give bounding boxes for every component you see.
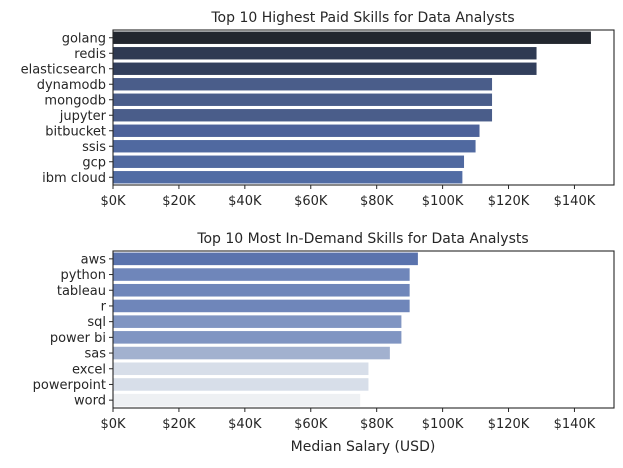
x-tick-label: $60K: [294, 417, 328, 432]
x-tick-label: $100K: [422, 194, 464, 209]
bar-r: [113, 299, 410, 313]
bar-aws: [113, 252, 418, 266]
y-tick-label: dynamodb: [37, 78, 106, 93]
bar-elasticsearch: [113, 62, 537, 75]
x-tick-label: $0K: [100, 417, 126, 432]
y-tick-label: tableau: [57, 284, 106, 299]
y-tick-label: redis: [74, 47, 106, 62]
y-tick-label: r: [101, 299, 107, 314]
bar-powerpoint: [113, 378, 369, 391]
bar-ibm-cloud: [113, 171, 463, 184]
x-tick-label: $140K: [554, 417, 596, 432]
y-tick-label: word: [74, 394, 106, 409]
x-tick-label: $80K: [360, 194, 394, 209]
y-tick-label: powerpoint: [33, 378, 106, 393]
x-tick-label: $100K: [422, 417, 464, 432]
y-tick-label: gcp: [82, 155, 106, 170]
x-tick-label: $120K: [488, 417, 530, 432]
y-tick-label: bitbucket: [45, 124, 106, 139]
bar-bitbucket: [113, 124, 480, 137]
y-tick-label: excel: [72, 362, 106, 377]
y-tick-label: power bi: [50, 331, 106, 346]
bar-gcp: [113, 155, 465, 168]
bar-ssis: [113, 140, 476, 153]
y-tick-label: ssis: [82, 140, 106, 155]
plot-frame: [112, 29, 615, 186]
chart-title: Top 10 Highest Paid Skills for Data Anal…: [210, 10, 514, 26]
y-tick-label: golang: [62, 31, 106, 46]
y-tick-label: sql: [87, 315, 106, 330]
x-tick-label: $20K: [162, 194, 196, 209]
bar-power-bi: [113, 331, 402, 344]
y-tick-label: aws: [81, 252, 107, 267]
bar-word: [113, 393, 361, 407]
x-axis-label: Median Salary (USD): [291, 439, 436, 455]
in-demand-skills-chart: Top 10 Most In-Demand Skills for Data An…: [33, 231, 615, 455]
x-tick-label: $20K: [162, 417, 196, 432]
bar-golang: [113, 31, 591, 44]
y-tick-label: python: [61, 268, 106, 283]
x-tick-label: $0K: [100, 194, 126, 209]
y-tick-label: elasticsearch: [21, 62, 106, 77]
bar-dynamodb: [113, 78, 493, 91]
bar-sas: [113, 346, 390, 360]
chart-title: Top 10 Most In-Demand Skills for Data An…: [196, 231, 528, 247]
bar-jupyter: [113, 109, 493, 122]
bar-excel: [113, 362, 369, 376]
y-tick-label: sas: [84, 347, 106, 362]
y-tick-label: mongodb: [44, 93, 106, 108]
x-tick-label: $80K: [360, 417, 394, 432]
y-tick-label: jupyter: [59, 109, 107, 124]
bar-sql: [113, 315, 402, 328]
x-tick-label: $40K: [228, 194, 262, 209]
plot-frame: [112, 250, 615, 409]
x-tick-label: $140K: [554, 194, 596, 209]
bar-redis: [113, 47, 537, 60]
x-tick-label: $60K: [294, 194, 328, 209]
x-tick-label: $120K: [488, 194, 530, 209]
bar-mongodb: [113, 93, 493, 106]
bar-python: [113, 268, 410, 281]
y-tick-label: ibm cloud: [42, 171, 106, 186]
top-paid-skills-chart: Top 10 Highest Paid Skills for Data Anal…: [21, 10, 615, 209]
bar-tableau: [113, 283, 410, 297]
x-tick-label: $40K: [228, 417, 262, 432]
